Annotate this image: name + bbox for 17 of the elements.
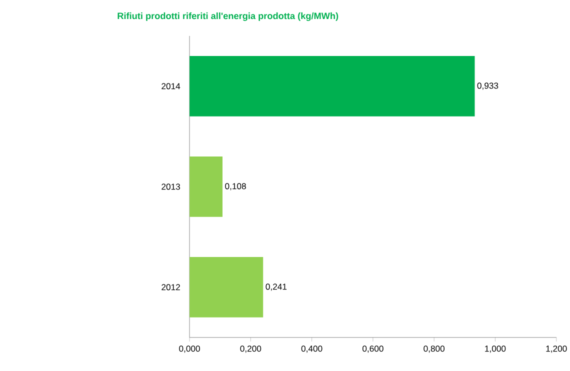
chart-title: Rifiuti prodotti riferiti all'energia prodotta (kg/MWh) xyxy=(118,12,338,22)
bar xyxy=(190,156,223,218)
x-tick-label: 1,000 xyxy=(485,346,506,353)
y-tick-label: 2014 xyxy=(162,83,180,90)
bar xyxy=(190,56,475,117)
data-label: 0,933 xyxy=(477,82,498,90)
x-tick-label: 0,800 xyxy=(424,346,445,353)
x-tick-label: 0,400 xyxy=(301,346,322,353)
bar xyxy=(190,257,264,318)
data-label: 0,241 xyxy=(266,284,287,291)
x-tick-label: 0,600 xyxy=(362,346,384,353)
x-tick-label: 1,200 xyxy=(546,346,567,353)
x-tick-label: 0,000 xyxy=(179,346,200,353)
data-label: 0,108 xyxy=(225,183,246,190)
y-tick-label: 2012 xyxy=(162,284,180,290)
x-tick-label: 0,200 xyxy=(240,346,262,353)
y-tick-label: 2013 xyxy=(162,184,180,190)
